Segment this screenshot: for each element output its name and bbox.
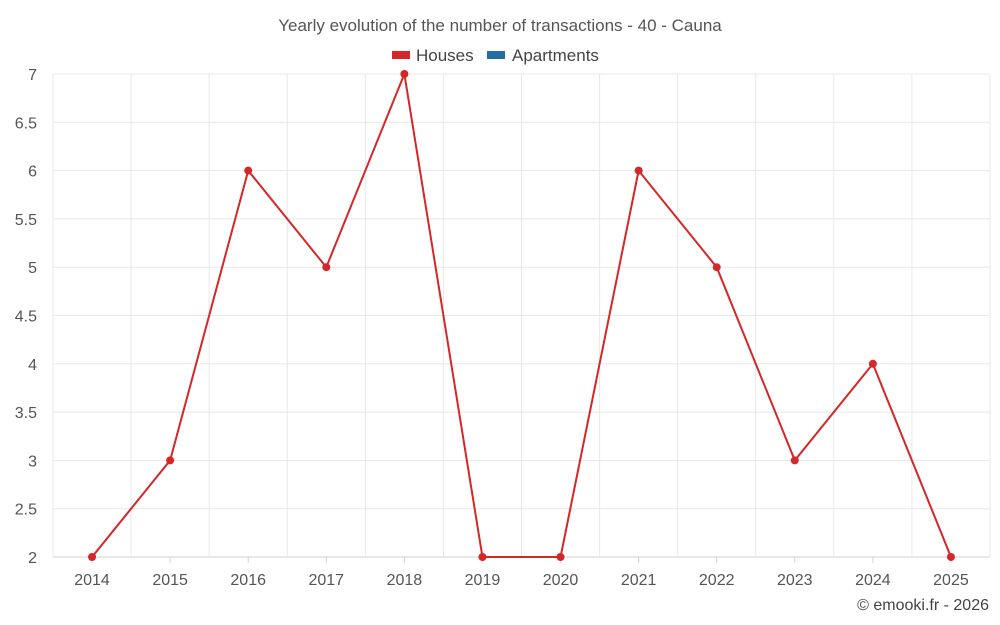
data-point[interactable] [244,166,253,175]
credit-text: © emooki.fr - 2026 [857,597,989,614]
y-tick-label: 6 [28,164,37,181]
x-tick-label: 2016 [230,572,266,589]
y-tick-label: 4 [28,357,37,374]
data-point[interactable] [166,456,175,465]
series-line [91,70,952,558]
x-axis: 2014 2015 2016 2017 2018 2019 2020 2021 2022 2023… [74,557,969,589]
y-tick-label: 2.5 [15,502,37,519]
data-point[interactable] [322,263,331,272]
data-point[interactable] [88,553,97,561]
series-houses [88,70,955,561]
legend[interactable]: Houses Apartments [392,46,599,65]
x-tick-label: 2019 [465,572,501,589]
x-tick-label: 2015 [152,572,188,589]
legend-label-apartments[interactable]: Apartments [512,46,599,65]
x-tick-label: 2020 [543,572,579,589]
legend-swatch-apartments [487,51,505,59]
y-tick-label: 6.5 [15,115,37,132]
y-tick-label: 4.5 [15,309,37,326]
data-point[interactable] [946,553,955,561]
y-axis: 2 2.5 3 3.5 4 4.5 5 5.5 6 6.5 7 [15,67,37,567]
x-tick-label: 2014 [74,572,110,589]
x-tick-label: 2018 [387,572,423,589]
grid [52,73,991,558]
legend-swatch-houses [392,51,410,59]
x-tick-label: 2022 [699,572,735,589]
data-point[interactable] [634,166,643,175]
x-tick-label: 2024 [855,572,891,589]
x-tick-label: 2023 [777,572,813,589]
y-tick-label: 7 [28,67,37,84]
data-point[interactable] [556,553,565,561]
x-tick-label: 2021 [621,572,657,589]
data-point[interactable] [868,359,877,368]
y-tick-label: 3 [28,453,37,470]
data-point[interactable] [478,553,487,561]
data-point[interactable] [712,263,721,272]
y-tick-label: 5 [28,260,37,277]
y-tick-label: 2 [28,550,37,567]
y-tick-label: 3.5 [15,405,37,422]
data-point[interactable] [790,456,799,465]
x-tick-label: 2025 [933,572,969,589]
chart-title: Yearly evolution of the number of transa… [278,16,722,35]
x-tick-label: 2017 [308,572,344,589]
legend-label-houses[interactable]: Houses [416,46,474,65]
data-point[interactable] [400,70,409,78]
y-tick-label: 5.5 [15,212,37,229]
